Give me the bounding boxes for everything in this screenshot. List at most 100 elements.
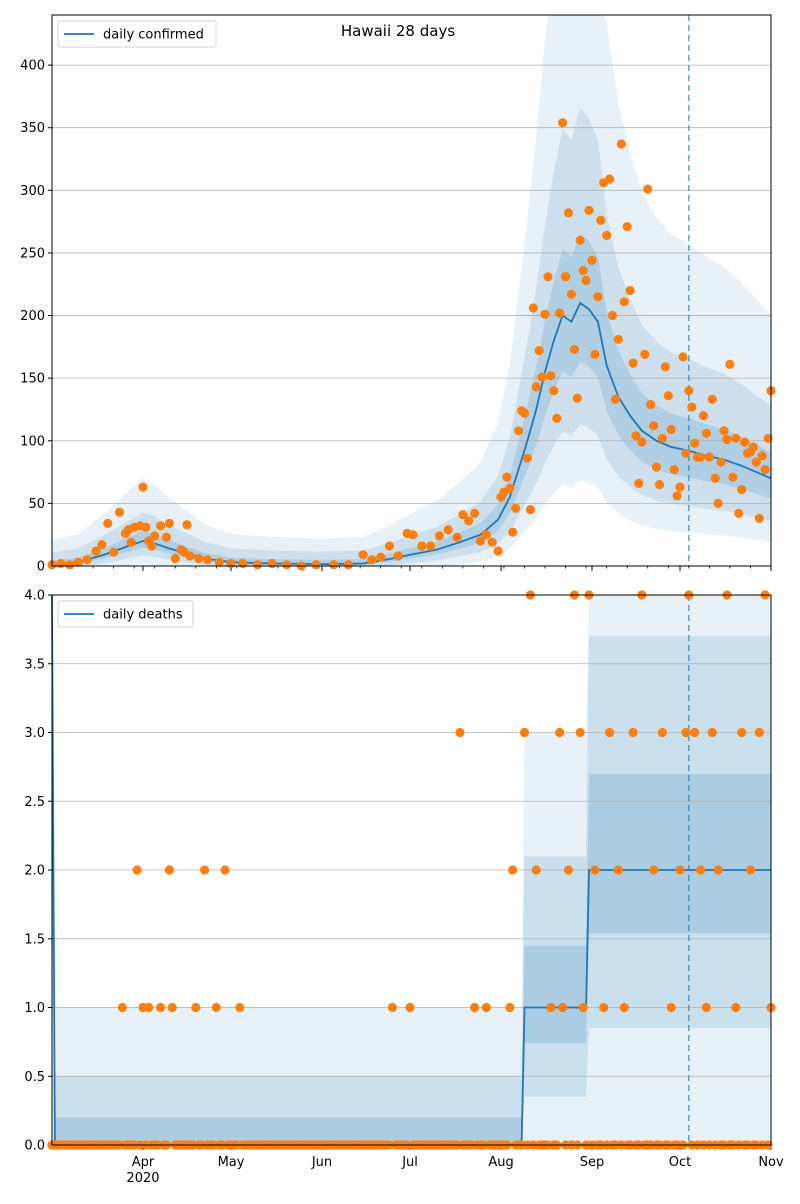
- observed-point: [684, 386, 694, 396]
- observed-point: [666, 1002, 676, 1013]
- observed-point: [144, 1002, 154, 1013]
- observed-point: [481, 1002, 491, 1013]
- observed-point: [393, 551, 403, 561]
- observed-point: [475, 536, 486, 546]
- observed-point: [103, 518, 113, 529]
- observed-point: [65, 560, 75, 570]
- observed-point: [716, 457, 726, 467]
- observed-point: [73, 557, 83, 567]
- observed-point: [728, 472, 738, 482]
- observed-point: [511, 503, 521, 513]
- observed-point: [505, 483, 515, 493]
- observed-point: [384, 541, 395, 551]
- observed-point: [470, 1002, 480, 1013]
- observed-point: [731, 1002, 741, 1013]
- observed-point: [605, 727, 615, 738]
- observed-point: [531, 382, 541, 392]
- observed-point: [575, 727, 585, 738]
- legend-label: daily confirmed: [103, 28, 204, 43]
- observed-point: [329, 560, 339, 570]
- observed-point: [725, 359, 735, 369]
- observed-point: [643, 184, 653, 194]
- observed-point: [156, 1002, 166, 1013]
- legend-confirmed: daily confirmed: [57, 20, 217, 48]
- observed-point: [690, 727, 700, 738]
- observed-point: [387, 1002, 397, 1013]
- observed-point: [596, 215, 606, 225]
- legend-deaths: daily deaths: [57, 600, 194, 628]
- observed-point: [628, 727, 638, 738]
- observed-point: [519, 408, 530, 418]
- observed-point: [508, 865, 518, 875]
- observed-point: [613, 334, 624, 344]
- observed-point: [707, 394, 717, 404]
- y-tick-label: 1.5: [24, 932, 45, 947]
- observed-point: [619, 1002, 629, 1013]
- observed-point: [701, 1002, 712, 1013]
- observed-point: [358, 550, 368, 560]
- panel-deaths: 0.0 0.5 1.0 1.5 2.0 2.5 3.0 3.5 4.0 Apr May Jun Jul…: [24, 589, 784, 1187]
- observed-point: [563, 208, 574, 218]
- y-tick-label: 200: [20, 309, 45, 324]
- observed-point: [56, 558, 66, 569]
- observed-point: [238, 558, 248, 569]
- observed-point: [202, 555, 213, 565]
- observed-point: [252, 560, 262, 570]
- observed-point: [182, 520, 192, 530]
- observed-point: [610, 394, 621, 404]
- observed-point: [505, 1002, 515, 1013]
- observed-point: [147, 541, 157, 551]
- observed-point: [649, 421, 659, 431]
- observed-point: [546, 1002, 556, 1013]
- observed-point: [722, 434, 732, 445]
- observed-point: [757, 451, 767, 461]
- observed-point: [704, 452, 715, 462]
- observed-point: [185, 551, 195, 561]
- observed-point: [675, 482, 685, 492]
- x-tick-label: Oct: [669, 1155, 691, 1170]
- y-tick-label: 0.0: [24, 1139, 45, 1154]
- observed-point: [602, 230, 612, 240]
- observed-point: [200, 865, 210, 875]
- observed-point: [619, 297, 629, 307]
- observed-point: [622, 222, 632, 232]
- observed-point: [631, 431, 641, 441]
- observed-point: [590, 865, 600, 875]
- y-tick-label: 400: [20, 59, 45, 74]
- observed-point: [434, 531, 444, 541]
- observed-point: [740, 437, 750, 447]
- observed-point: [458, 510, 468, 520]
- observed-point: [156, 521, 166, 531]
- x-tick-label: Jul: [401, 1155, 418, 1170]
- observed-point: [519, 727, 530, 738]
- observed-point: [605, 174, 615, 184]
- observed-point: [138, 482, 148, 492]
- x-tick-label: Aug: [488, 1155, 513, 1170]
- observed-point: [214, 557, 224, 567]
- observed-point: [754, 513, 764, 524]
- observed-point: [443, 525, 453, 535]
- observed-point: [625, 285, 635, 296]
- observed-point: [719, 426, 729, 436]
- observed-point: [191, 1002, 201, 1013]
- observed-point: [508, 527, 518, 537]
- observed-point: [737, 485, 747, 495]
- observed-point: [690, 438, 700, 448]
- observed-point: [161, 532, 172, 542]
- observed-point: [226, 558, 236, 569]
- observed-point: [637, 437, 647, 447]
- observed-point: [578, 1002, 588, 1013]
- observed-point: [640, 349, 650, 359]
- legend-box: [57, 600, 194, 628]
- observed-point: [555, 727, 565, 738]
- observed-point: [552, 413, 562, 423]
- panel-deaths-frame: [51, 594, 772, 1146]
- observed-point: [754, 727, 764, 738]
- observed-point: [672, 491, 682, 501]
- y-tick-label: 0: [37, 560, 45, 575]
- observed-point: [211, 1002, 221, 1013]
- observed-point: [657, 727, 668, 738]
- observed-point: [678, 352, 688, 362]
- observed-point: [537, 372, 547, 382]
